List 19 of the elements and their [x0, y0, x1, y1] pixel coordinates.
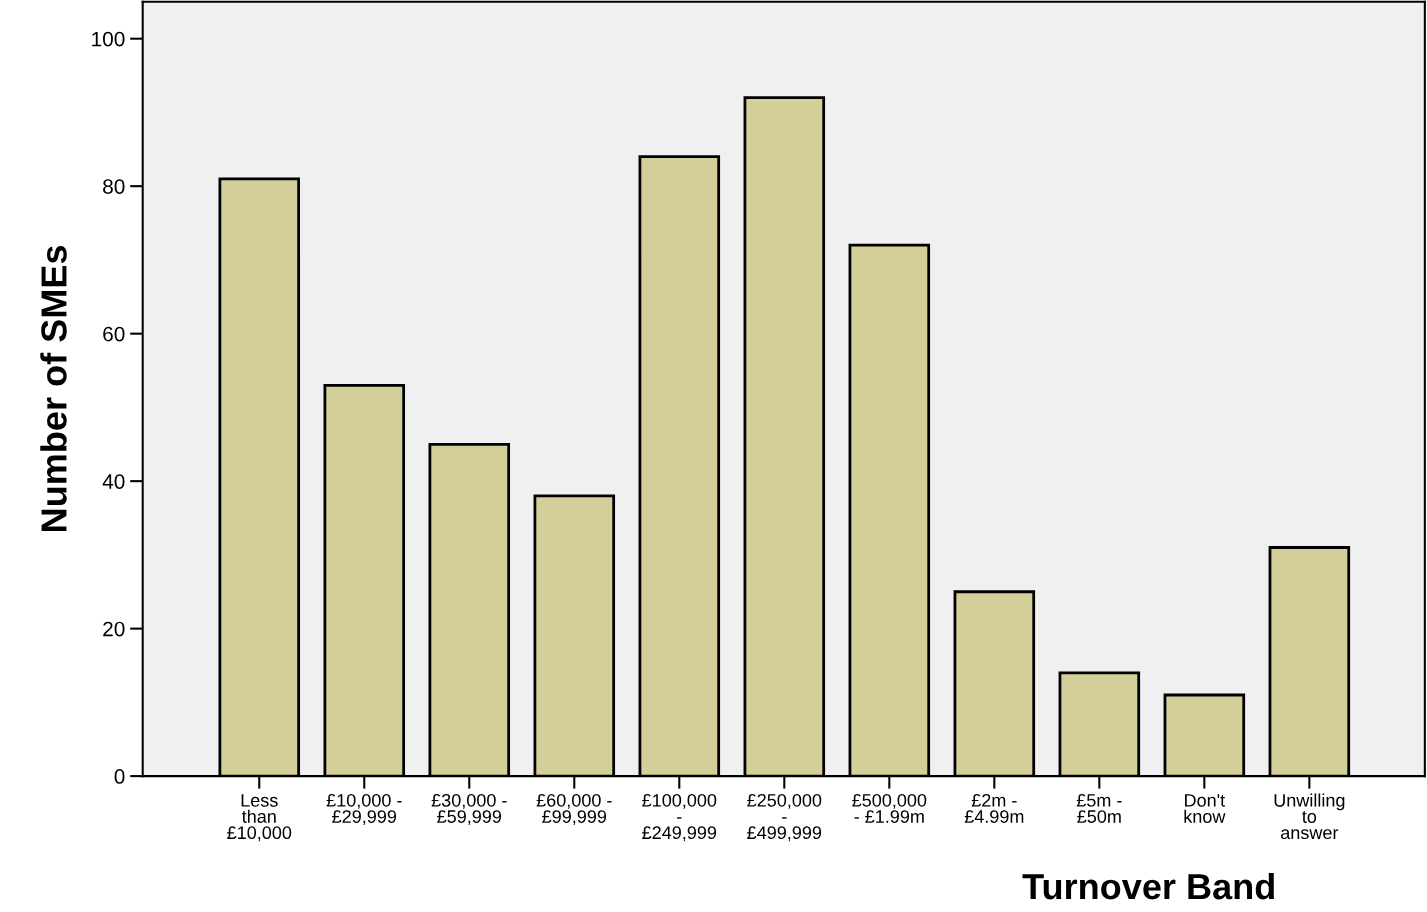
y-tick-label: 40 [102, 474, 125, 489]
y-tick-label: 80 [103, 179, 125, 194]
x-tick-label: £5m - £50m [1076, 793, 1122, 823]
x-tick-label: Unwilling to answer [1274, 793, 1345, 840]
y-axis-title: Number of SMEs [40, 245, 67, 532]
y-tick-label: 100 [92, 31, 125, 47]
x-tick-label: £100,000 - £249,999 [642, 793, 717, 842]
x-axis-title: Turnover Band [1022, 872, 1274, 900]
x-tick-label: £250,000 - £499,999 [747, 793, 822, 842]
x-tick-label: £30,000 - £59,999 [431, 793, 507, 826]
y-tick-label: 20 [103, 621, 125, 637]
y-tick-label: 0 [114, 769, 125, 784]
x-tick-label: £60,000 - £99,999 [536, 793, 612, 826]
x-tick-label: £2m - £4.99m [964, 793, 1024, 823]
x-tick-label: Less than £10,000 [227, 794, 292, 842]
x-tick-label: £500,000 - £1.99m [852, 793, 927, 823]
x-tick-label: Don't know [1184, 794, 1226, 823]
x-tick-label: £10,000 - £29,999 [326, 793, 402, 826]
y-tick-label: 60 [103, 326, 125, 342]
